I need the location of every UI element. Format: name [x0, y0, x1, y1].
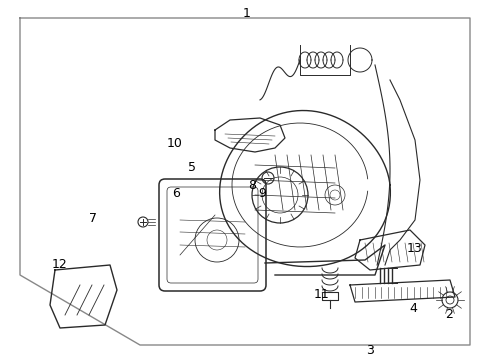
Text: 1: 1: [243, 6, 251, 19]
Text: 8: 8: [248, 179, 256, 192]
Text: 2: 2: [445, 309, 453, 321]
Text: 5: 5: [188, 161, 196, 174]
Text: 13: 13: [407, 242, 423, 255]
Text: 3: 3: [366, 343, 374, 356]
Text: 7: 7: [89, 212, 97, 225]
Text: 9: 9: [258, 186, 266, 199]
Text: 4: 4: [409, 302, 417, 315]
Text: 10: 10: [167, 136, 183, 149]
Text: 6: 6: [172, 186, 180, 199]
Text: 11: 11: [314, 288, 330, 302]
Text: 12: 12: [52, 258, 68, 271]
